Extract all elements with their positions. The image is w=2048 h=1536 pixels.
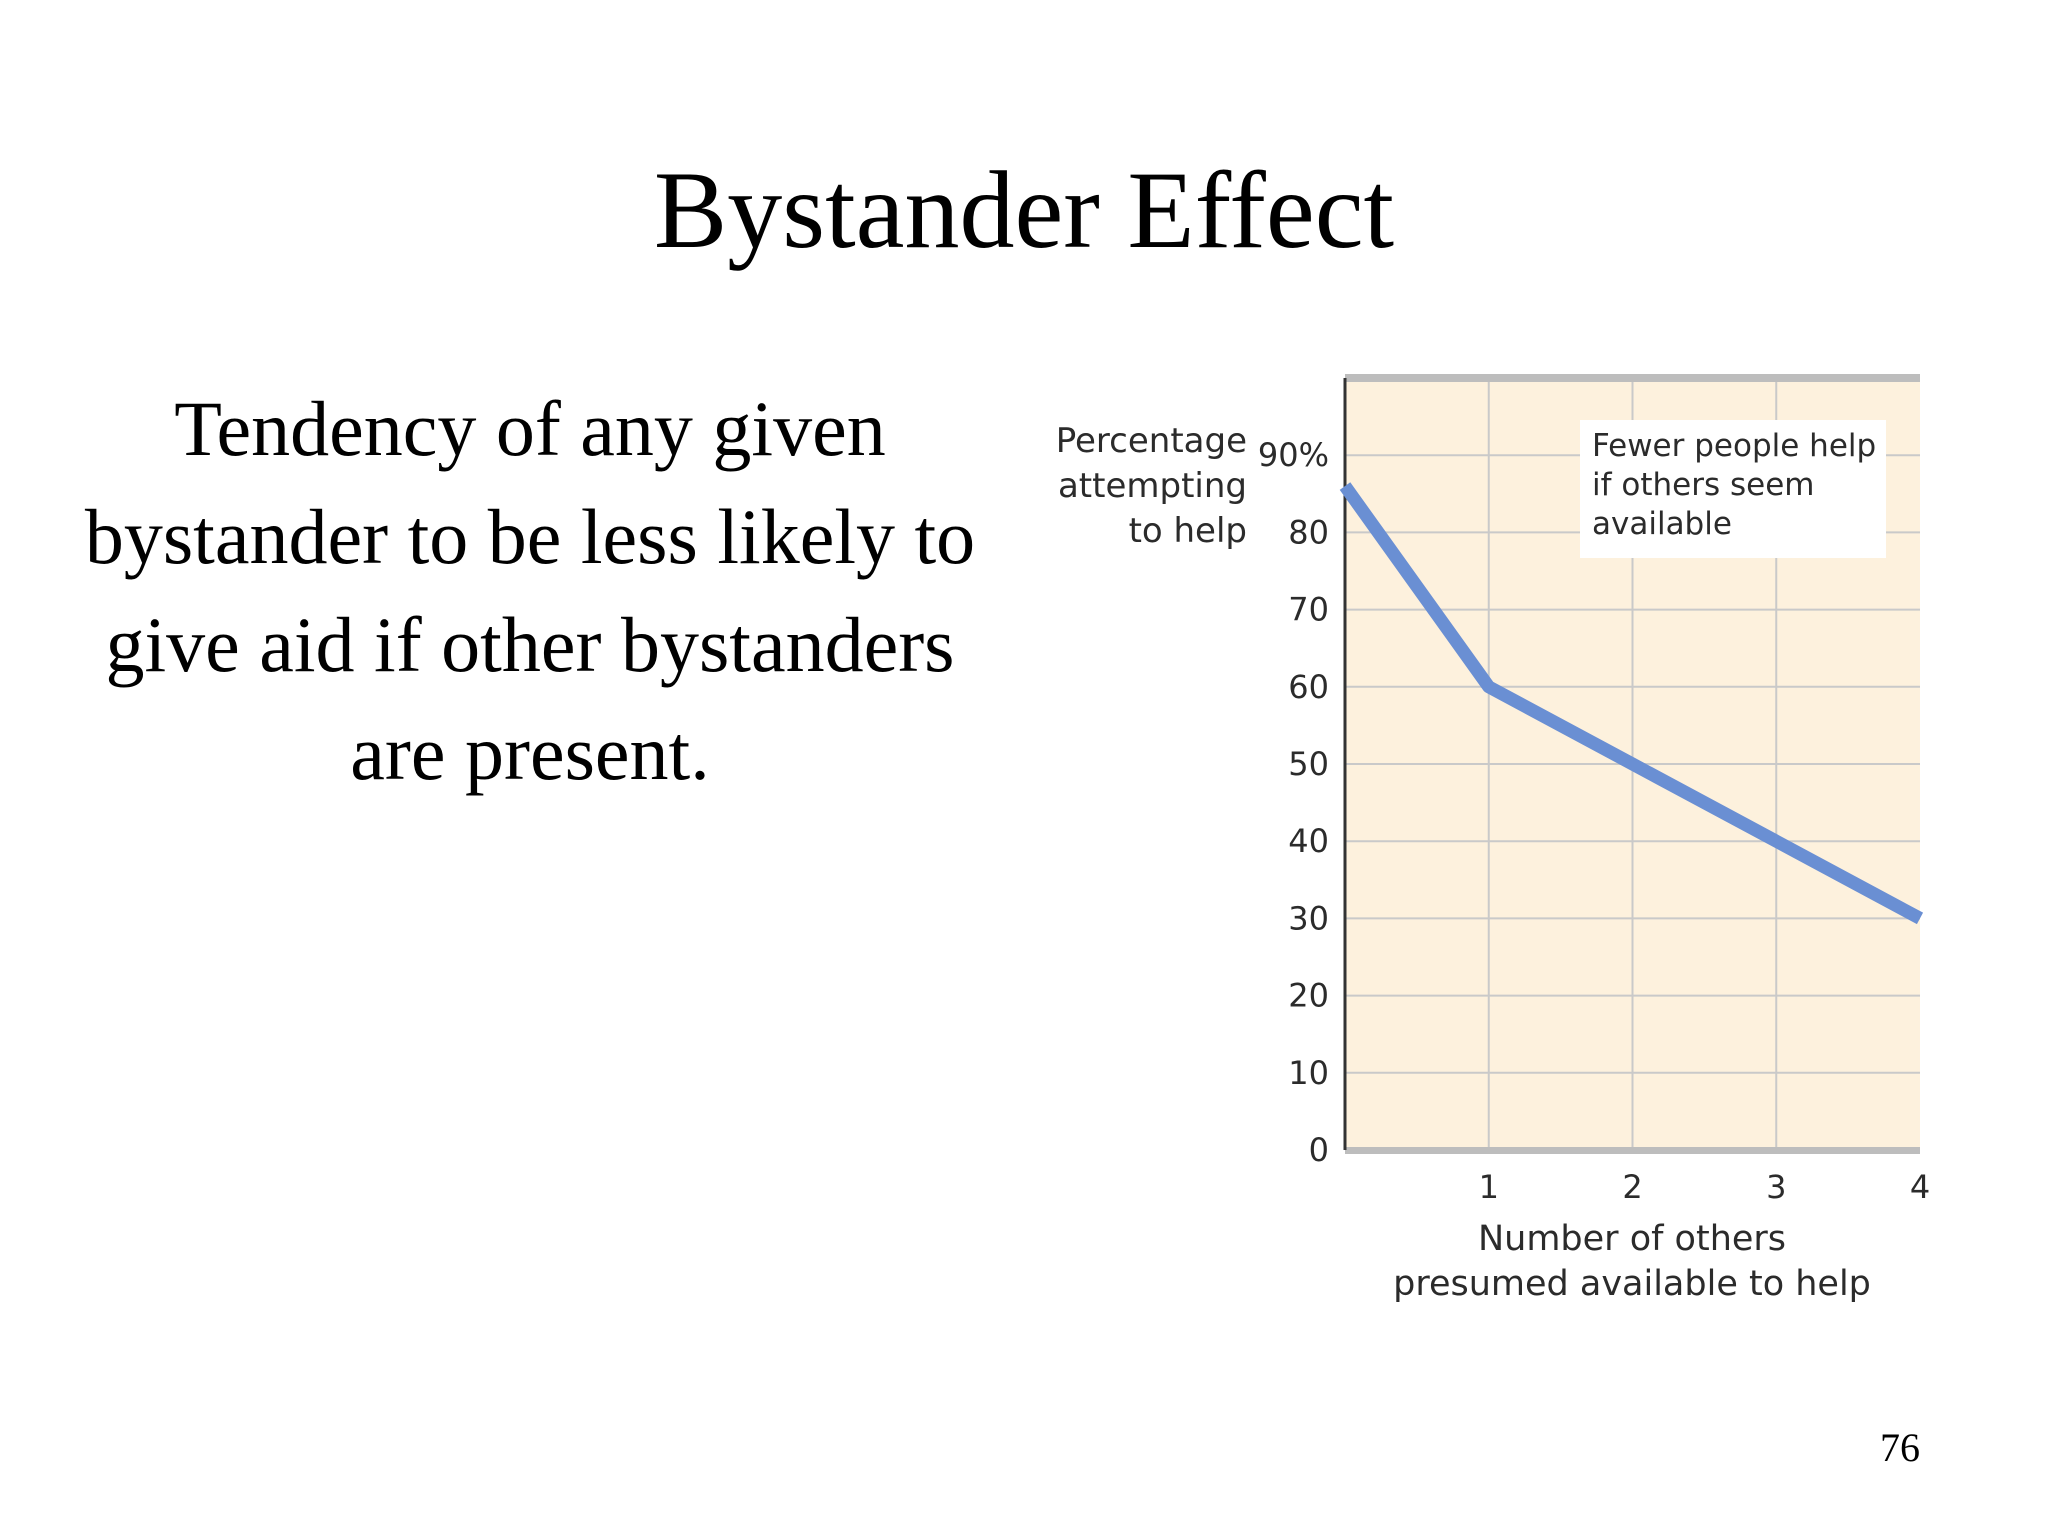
bystander-chart: Fewer people help if others seem available… — [1000, 360, 1960, 1320]
slide-title: Bystander Effect — [653, 149, 1395, 271]
y-axis-label: to help — [1129, 511, 1247, 551]
y-axis-label: attempting — [1058, 466, 1247, 506]
y-tick-label: 80 — [1288, 513, 1329, 551]
y-axis-label: Percentage — [1056, 421, 1247, 461]
y-tick-label: 50 — [1288, 745, 1329, 783]
slide-body-text: Tendency of any given bystander to be le… — [84, 385, 976, 796]
annotation-box — [1580, 420, 1886, 558]
x-axis-label: Number of others — [1478, 1219, 1786, 1259]
y-tick-label: 60 — [1288, 668, 1329, 706]
y-tick-label: 70 — [1288, 591, 1329, 629]
y-tick-label: 0 — [1309, 1131, 1329, 1169]
y-tick-label: 30 — [1288, 899, 1329, 937]
x-axis-label: presumed available to help — [1393, 1264, 1871, 1304]
x-tick-label: 3 — [1766, 1168, 1786, 1206]
x-tick-label: 2 — [1622, 1168, 1642, 1206]
y-tick-label: 10 — [1288, 1054, 1329, 1092]
slide-number: 76 — [1880, 1425, 1920, 1470]
annotation-text: Fewer people help — [1592, 428, 1876, 464]
data-line — [1339, 482, 1924, 925]
y-tick-label: 90% — [1258, 436, 1329, 474]
annotation-text: available — [1592, 506, 1732, 542]
plot-top-frame — [1345, 374, 1920, 382]
x-tick-label: 1 — [1479, 1168, 1499, 1206]
y-tick-label: 40 — [1288, 822, 1329, 860]
annotation-text: if others seem — [1592, 467, 1814, 503]
y-tick-label: 20 — [1288, 977, 1329, 1015]
x-axis-line — [1345, 1147, 1920, 1154]
x-tick-label: 4 — [1910, 1168, 1930, 1206]
